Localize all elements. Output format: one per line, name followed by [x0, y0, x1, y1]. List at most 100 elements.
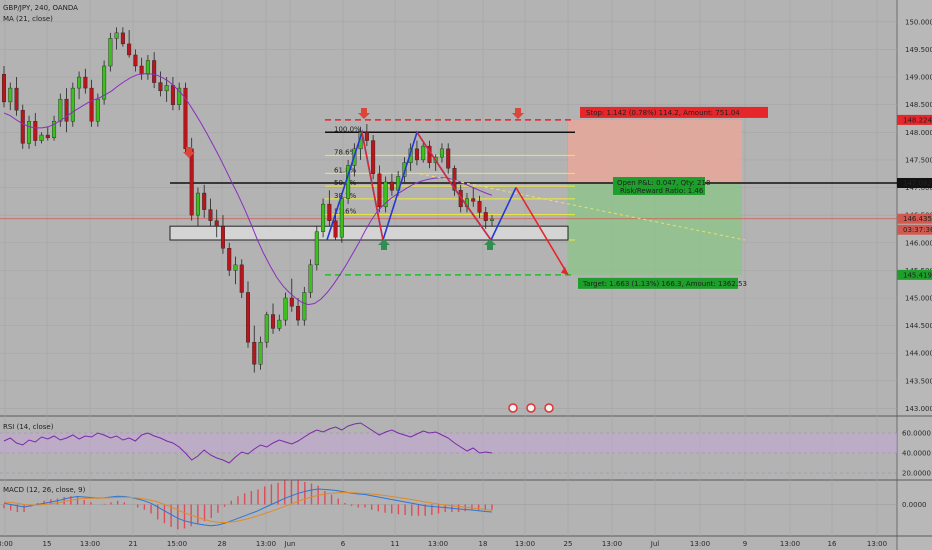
fib-level-label: 78.6%: [334, 148, 357, 156]
time-tick-label: 11: [391, 540, 400, 548]
event-marker: [544, 403, 554, 413]
stop-price-tag-box: [897, 114, 932, 125]
price-tick-label: 145.000: [905, 295, 932, 303]
projection-arrow-line: [515, 187, 569, 276]
fib-level-label: 100.0%: [334, 125, 361, 133]
position-rr-label: Risk/Reward Ratio: 1.46: [620, 187, 704, 195]
stop-label: Stop: 1.142 (0.78%) 114.2, Amount: 751.0…: [586, 109, 740, 117]
price-tick-label: 147.500: [905, 156, 932, 164]
time-tick-label: 13:00: [256, 540, 276, 548]
candle-body: [158, 82, 163, 92]
candle-body: [245, 292, 250, 343]
candle-body: [177, 87, 182, 105]
candle-body: [139, 65, 144, 75]
candle-body: [283, 297, 288, 321]
candle-body: [477, 201, 482, 213]
target-label: Target: 1.663 (1.13%) 166.3, Amount: 136…: [582, 280, 747, 288]
position-pnl-label: Open P&L: 0.047, Qty: 218: [617, 179, 710, 187]
candle-body: [208, 209, 213, 221]
candle-body: [8, 87, 13, 103]
candle-body: [377, 173, 382, 208]
pattern-red-leg-1: [361, 132, 384, 241]
candle-body: [45, 134, 50, 139]
current-price-tag: 146.435: [903, 215, 932, 223]
event-marker: [508, 403, 518, 413]
candle-body: [2, 74, 6, 103]
position-label-box: [613, 177, 705, 195]
rsi-band: [0, 433, 897, 453]
time-tick-label: 3:00: [0, 540, 13, 548]
candle-body: [102, 65, 107, 100]
projection-dotted-line: [419, 173, 746, 241]
target-label-box: [578, 277, 738, 289]
time-tick-label: 13:00: [80, 540, 100, 548]
candle-body: [439, 148, 444, 158]
time-tick-label: 13:00: [867, 540, 887, 548]
price-tick-label: 148.000: [905, 129, 932, 137]
candle-body: [383, 181, 388, 208]
candle-body: [52, 121, 57, 139]
up-arrow-marker: [484, 239, 496, 250]
price-tick-label: 144.500: [905, 322, 932, 330]
rsi-title: RSI (14, close): [3, 423, 54, 431]
candle-body: [195, 192, 200, 216]
candle-body: [490, 218, 495, 221]
time-tick-label: 13:00: [690, 540, 710, 548]
candle-body: [296, 306, 301, 321]
candle-body: [308, 264, 313, 293]
macd-title: MACD (12, 26, close, 9): [3, 486, 86, 494]
fib-level-label: 23.6%: [334, 208, 357, 216]
candle-body: [20, 109, 25, 144]
candle-body: [421, 145, 426, 161]
time-tick-label: 18: [479, 540, 488, 548]
candle-body: [114, 32, 119, 39]
time-tick-label: Jun: [284, 540, 296, 548]
candle-body: [314, 231, 319, 266]
target-price-tag: 145.419: [903, 271, 932, 279]
up-arrow-marker: [378, 239, 390, 250]
candle-body: [258, 341, 263, 365]
price-tick-label: 147.000: [905, 184, 932, 192]
price-tick-label: 146.000: [905, 239, 932, 247]
candle-body: [364, 132, 369, 141]
current-price-tag-box: [897, 213, 932, 224]
time-tick-label: 13:00: [515, 540, 535, 548]
candle-body: [120, 32, 125, 45]
time-tick-label: Jul: [650, 540, 660, 548]
candle-body: [58, 98, 63, 122]
candle-body: [483, 212, 488, 221]
candle-body: [271, 314, 276, 329]
candle-body: [145, 60, 150, 75]
event-marker: [526, 403, 536, 413]
target-price-tag-box: [897, 269, 932, 280]
candle-body: [164, 85, 169, 92]
price-tick-label: 148.500: [905, 101, 932, 109]
price-tick-label: 150.000: [905, 18, 932, 26]
ma-title: MA (21, close): [3, 15, 53, 23]
candle-body: [183, 87, 188, 150]
candle-body: [327, 203, 332, 221]
down-arrow-marker: [512, 108, 524, 119]
candle-body: [64, 98, 69, 122]
candle-body: [27, 121, 32, 144]
down-arrow-marker: [183, 147, 195, 158]
time-tick-label: 25: [564, 540, 573, 548]
projection-arrowhead: [561, 266, 568, 275]
time-tick-label: 16: [828, 540, 837, 548]
fib-level-label: 61.8%: [334, 166, 357, 174]
macd-tick-label: 0.0000: [902, 501, 927, 509]
countdown-tag-box: [897, 224, 932, 235]
stop-label-box: [580, 106, 768, 118]
symbol-title: GBP/JPY, 240, OANDA: [3, 4, 78, 12]
stop-zone: [568, 119, 742, 183]
price-tick-label: 149.000: [905, 74, 932, 82]
candle-body: [127, 43, 132, 56]
candle-body: [108, 38, 113, 67]
candle-body: [39, 134, 44, 141]
candle-body: [333, 220, 338, 238]
candle-body: [239, 264, 244, 293]
time-tick-label: 9: [743, 540, 747, 548]
candle-body: [371, 140, 376, 174]
candle-body: [339, 198, 344, 238]
